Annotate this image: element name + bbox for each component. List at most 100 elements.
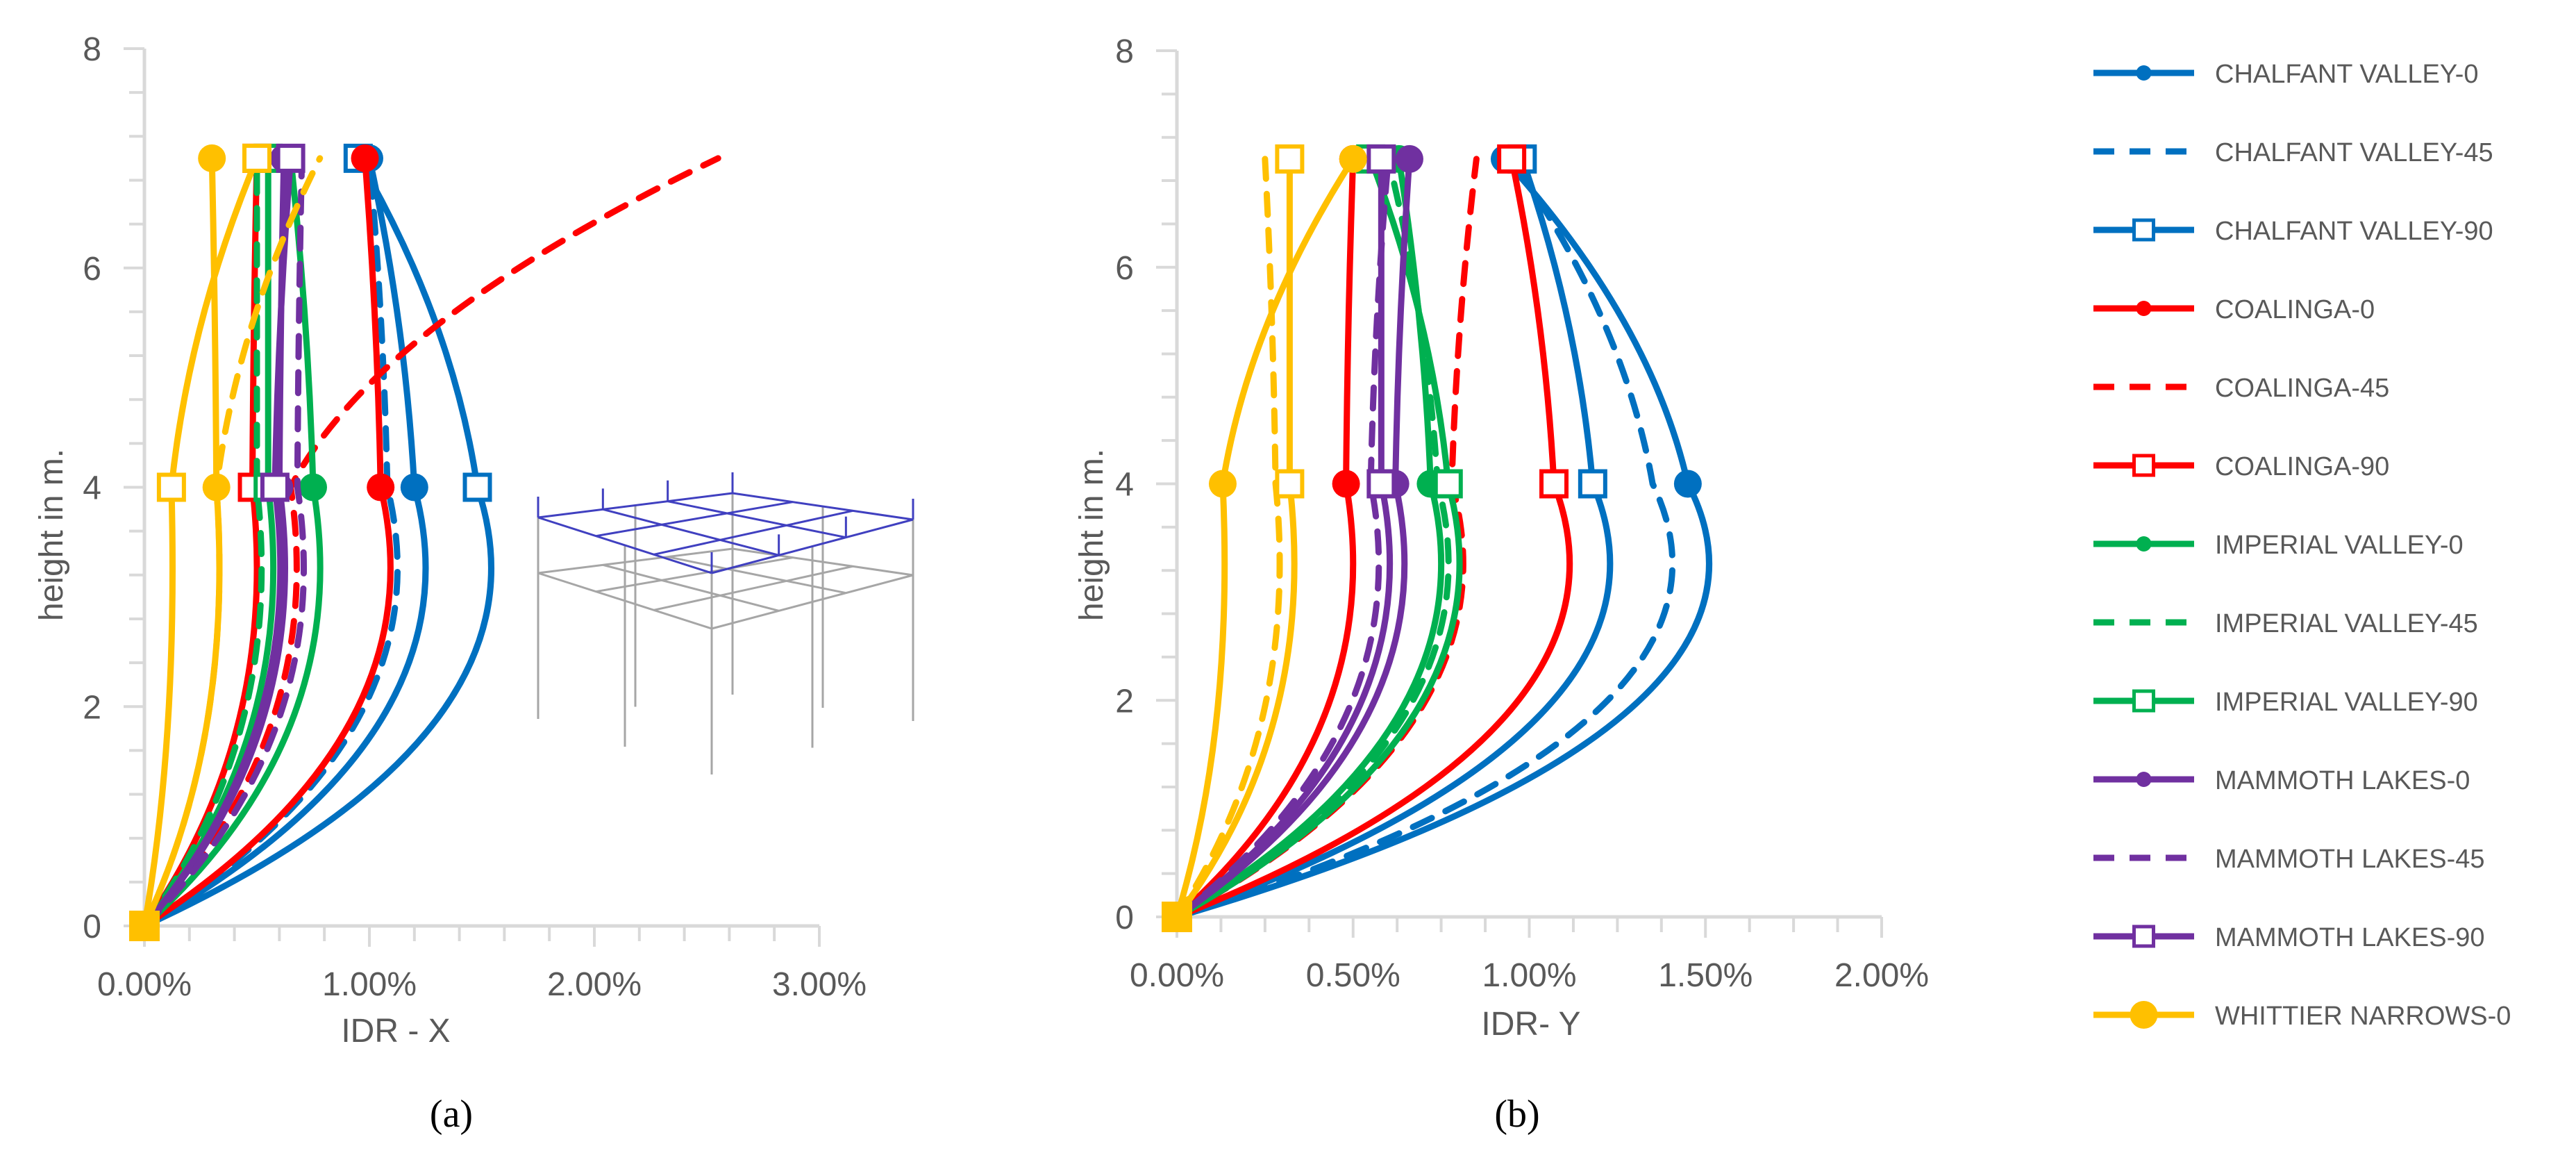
series-point: [1366, 144, 1396, 174]
y-tick-label: 8: [83, 31, 101, 68]
origin-point: [1162, 902, 1192, 932]
legend-item: MAMMOTH LAKES-45: [2093, 845, 2485, 874]
legend-item: CHALFANT VALLEY-0: [2093, 60, 2478, 89]
series-line: [1173, 156, 1713, 920]
legend-item: IMPERIAL VALLEY-45: [2093, 609, 2478, 638]
legend-item: MAMMOTH LAKES-0: [2093, 766, 2470, 795]
series-point: [1673, 470, 1702, 498]
frame-beam-top: [596, 501, 793, 538]
y-tick-label: 2: [1115, 683, 1134, 720]
chart-b-series: [1162, 144, 1713, 932]
y-tick-label: 4: [83, 470, 101, 507]
legend-label: CHALFANT VALLEY-90: [2215, 217, 2493, 246]
series-line: [141, 155, 394, 929]
legend-item: CHALFANT VALLEY-45: [2093, 138, 2493, 167]
legend-item: IMPERIAL VALLEY-0: [2093, 531, 2464, 560]
legend-item: IMPERIAL VALLEY-90: [2093, 688, 2478, 717]
series-line: [141, 155, 260, 929]
legend-marker: [2132, 454, 2155, 477]
chart-a-series: [129, 143, 721, 941]
series-point: [1539, 469, 1569, 499]
series-point: [1395, 144, 1423, 173]
x-tick-label: 0.50%: [1306, 957, 1400, 994]
series-line: [1173, 156, 1391, 920]
legend-label: CHALFANT VALLEY-45: [2215, 138, 2493, 167]
x-tick-label: 0.00%: [97, 966, 192, 1003]
x-tick-label: 1.00%: [322, 966, 417, 1003]
frame-beam-top: [667, 500, 846, 539]
legend-item: MAMMOTH LAKES-90: [2093, 923, 2485, 952]
series-point: [1366, 469, 1396, 499]
legend-marker: [2132, 689, 2155, 713]
legend-marker: [2132, 218, 2155, 242]
legend-marker: [2130, 1001, 2158, 1029]
series-line: [1173, 156, 1452, 920]
series-line: [1173, 156, 1394, 920]
x-tick-label: 0.00%: [1130, 957, 1224, 994]
chart-b-xlabel: IDR- Y: [1481, 1006, 1580, 1043]
chart-panel-b: 0.00% 0.50% 1.00% 1.50% 2.00% 0 2 4 6 8 IDR- Y he…: [1073, 33, 1929, 1136]
legend-label: COALINGA-45: [2215, 374, 2389, 403]
series-line: [141, 155, 260, 929]
legend-label: MAMMOTH LAKES-45: [2215, 845, 2485, 874]
chart-a-xlabel: IDR - X: [341, 1013, 450, 1050]
legend-label: IMPERIAL VALLEY-0: [2215, 531, 2464, 560]
frame-beam-top: [602, 508, 780, 556]
series-line: [141, 155, 307, 929]
chart-a-axes: 0.00% 1.00% 2.00% 3.00% 0 2 4 6 8: [83, 31, 867, 1003]
frame-beam: [596, 556, 793, 593]
frame-beam: [602, 563, 780, 612]
series-line: [141, 155, 494, 929]
legend-label: IMPERIAL VALLEY-90: [2215, 688, 2478, 717]
legend-item: COALINGA-0: [2093, 295, 2375, 324]
series-point: [242, 143, 271, 173]
frame-beam-top: [732, 492, 914, 521]
series-line: [1173, 156, 1463, 920]
y-tick-label: 8: [1115, 33, 1134, 70]
frame-beam-top: [711, 518, 914, 574]
series-point: [1208, 470, 1237, 498]
series-line: [1173, 156, 1676, 920]
legend-label: MAMMOTH LAKES-90: [2215, 923, 2485, 952]
legend-item: COALINGA-45: [2093, 374, 2389, 403]
chart-a-panel-label: (a): [430, 1093, 473, 1136]
x-tick-label: 1.50%: [1658, 957, 1753, 994]
y-tick-label: 6: [83, 251, 101, 288]
chart-b-panel-label: (b): [1494, 1093, 1539, 1136]
legend-label: CHALFANT VALLEY-0: [2215, 60, 2478, 89]
legend-label: WHITTIER NARROWS-0: [2215, 1002, 2511, 1031]
series-point: [198, 144, 226, 172]
legend-marker: [2136, 65, 2152, 81]
series-line: [141, 155, 429, 929]
series-line: [1173, 156, 1283, 920]
chart-panel-a: 0.00% 1.00% 2.00% 3.00% 0 2 4 6 8 IDR - X height…: [33, 31, 914, 1136]
series-line: [1173, 156, 1413, 920]
series-point: [156, 472, 186, 502]
series-line: [1173, 156, 1614, 920]
series-point: [400, 473, 428, 502]
y-tick-label: 2: [83, 689, 101, 726]
series-point: [1578, 469, 1607, 499]
series-line: [141, 155, 721, 929]
y-tick-label: 6: [1115, 250, 1134, 287]
chart-legend: CHALFANT VALLEY-0 CHALFANT VALLEY-45 CHALF…: [2093, 60, 2511, 1031]
frame-beam-top: [653, 509, 853, 556]
legend-marker: [2136, 772, 2152, 787]
series-line: [1173, 156, 1298, 920]
legend-marker: [2136, 536, 2152, 552]
legend-item: CHALFANT VALLEY-90: [2093, 217, 2493, 246]
legend-label: IMPERIAL VALLEY-45: [2215, 609, 2478, 638]
x-tick-label: 2.00%: [1834, 957, 1929, 994]
origin-point: [129, 911, 160, 941]
y-tick-label: 0: [83, 909, 101, 945]
series-point: [299, 473, 327, 502]
series-point: [462, 472, 492, 502]
y-tick-label: 4: [1115, 467, 1134, 504]
series-point: [367, 473, 395, 502]
series-point: [260, 472, 290, 502]
chart-a-ylabel: height in m.: [33, 449, 70, 621]
legend-item: COALINGA-90: [2093, 452, 2389, 481]
legend-marker: [2136, 301, 2152, 316]
chart-b-axes: 0.00% 0.50% 1.00% 1.50% 2.00% 0 2 4 6 8: [1115, 33, 1929, 994]
